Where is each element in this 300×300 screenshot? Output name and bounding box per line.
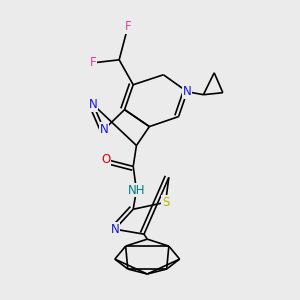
Text: O: O [102, 153, 111, 166]
Text: F: F [90, 56, 97, 69]
Text: N: N [110, 223, 119, 236]
Text: S: S [162, 196, 169, 209]
Text: N: N [100, 123, 108, 136]
Text: NH: NH [128, 184, 145, 197]
Text: N: N [183, 85, 192, 98]
Text: F: F [124, 20, 131, 34]
Text: N: N [89, 98, 98, 111]
